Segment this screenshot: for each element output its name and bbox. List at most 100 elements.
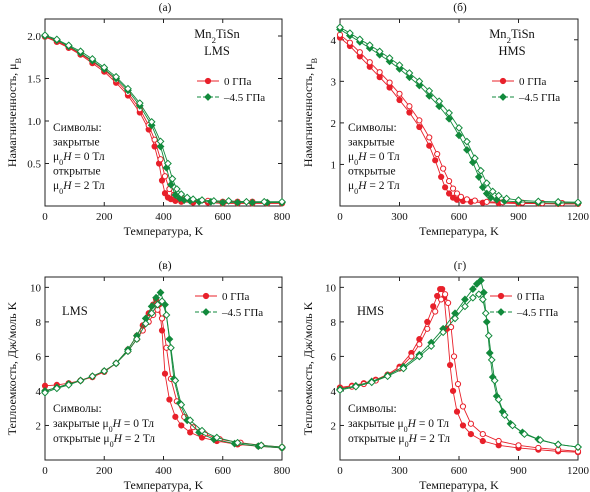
- data-point: [424, 318, 431, 325]
- data-point: [168, 174, 177, 183]
- data-point: [471, 197, 478, 204]
- data-point: [500, 411, 509, 420]
- data-point: [482, 189, 491, 198]
- data-point: [161, 190, 169, 197]
- data-point: [375, 47, 384, 56]
- data-point: [432, 308, 439, 315]
- legend-label: –4.5 ГПа: [518, 92, 560, 104]
- y-tick-label: 0.5: [27, 159, 41, 171]
- data-point: [198, 426, 206, 435]
- symbols-note: открытые μ0H = 2 Тл: [348, 433, 450, 449]
- data-point: [481, 309, 490, 318]
- data-point: [574, 443, 582, 451]
- data-point: [554, 197, 563, 206]
- data-point: [52, 384, 61, 393]
- symbols-note: закрытые: [53, 137, 100, 149]
- data-point: [449, 387, 457, 395]
- y-tick-label: 2: [331, 118, 337, 130]
- data-point: [396, 90, 403, 97]
- data-point: [112, 359, 121, 368]
- data-point: [147, 117, 156, 126]
- data-point: [459, 403, 467, 410]
- data-point: [453, 408, 461, 415]
- x-tick-label: 800: [274, 211, 291, 223]
- data-point: [386, 84, 393, 91]
- y-tick-label: 1.5: [27, 74, 41, 86]
- legend-marker: [202, 292, 210, 300]
- data-point: [351, 382, 360, 391]
- data-point: [459, 422, 467, 429]
- data-point: [438, 296, 445, 303]
- data-point: [468, 293, 477, 302]
- data-point: [427, 342, 436, 350]
- series-diamond-open: [336, 23, 582, 207]
- data-point: [478, 295, 487, 304]
- data-point: [439, 285, 446, 293]
- data-point: [408, 353, 415, 360]
- data-point: [488, 187, 497, 196]
- data-point: [455, 131, 463, 140]
- data-point: [156, 137, 165, 146]
- data-point: [484, 331, 493, 340]
- x-tick-label: 200: [96, 211, 113, 223]
- data-point: [520, 430, 529, 439]
- chart-title: LMS: [62, 304, 88, 318]
- data-point: [161, 370, 169, 377]
- x-tick-label: 400: [155, 465, 172, 477]
- data-point: [158, 315, 166, 322]
- data-point: [186, 416, 195, 425]
- data-point: [336, 23, 344, 32]
- symbols-note: закрытые μ0H = 0 Тл: [348, 418, 449, 434]
- data-point: [376, 69, 383, 76]
- y-axis-label: Намагниченность, μB: [301, 58, 319, 168]
- data-point: [367, 378, 376, 387]
- x-axis-label: Температура, K: [124, 224, 204, 238]
- panel-label: (б): [453, 2, 467, 14]
- x-tick-label: 900: [510, 211, 527, 223]
- series-diamond-open: [41, 31, 286, 206]
- x-axis-label: Температура, K: [419, 224, 499, 238]
- symbols-note: закрытые: [348, 137, 395, 149]
- data-point: [442, 184, 449, 191]
- x-tick-label: 0: [337, 465, 343, 477]
- legend-label: –4.5 ГПа: [516, 307, 558, 319]
- data-point: [415, 81, 424, 90]
- data-point: [190, 424, 197, 431]
- data-point: [446, 361, 454, 369]
- chart-subtitle: HMS: [498, 44, 525, 58]
- data-point: [260, 197, 269, 206]
- data-point: [164, 159, 172, 168]
- data-point: [52, 35, 61, 44]
- data-point: [440, 165, 447, 172]
- data-point: [474, 173, 483, 181]
- data-point: [467, 420, 474, 427]
- x-tick-label: 1200: [567, 465, 590, 477]
- data-point: [457, 193, 465, 200]
- legend-marker: [204, 93, 212, 101]
- data-point: [485, 349, 494, 357]
- data-point: [76, 47, 85, 56]
- data-point: [445, 114, 453, 123]
- data-point: [472, 279, 481, 288]
- data-point: [535, 444, 542, 452]
- data-point: [153, 300, 162, 309]
- data-point: [502, 194, 511, 203]
- data-point: [112, 72, 121, 81]
- chart-title: HMS: [357, 304, 384, 318]
- data-point: [434, 292, 441, 300]
- data-point: [463, 137, 471, 146]
- data-point: [439, 328, 448, 337]
- data-point: [365, 41, 374, 50]
- data-point: [461, 302, 469, 311]
- data-point: [257, 441, 266, 450]
- data-point: [554, 440, 563, 449]
- series-line: [339, 37, 578, 205]
- data-point: [476, 276, 485, 285]
- y-tick-label: 8: [36, 317, 42, 329]
- data-point: [171, 191, 180, 199]
- data-point: [494, 191, 503, 200]
- data-point: [383, 372, 392, 381]
- data-point: [41, 388, 49, 397]
- data-point: [64, 41, 73, 50]
- data-point: [135, 99, 144, 108]
